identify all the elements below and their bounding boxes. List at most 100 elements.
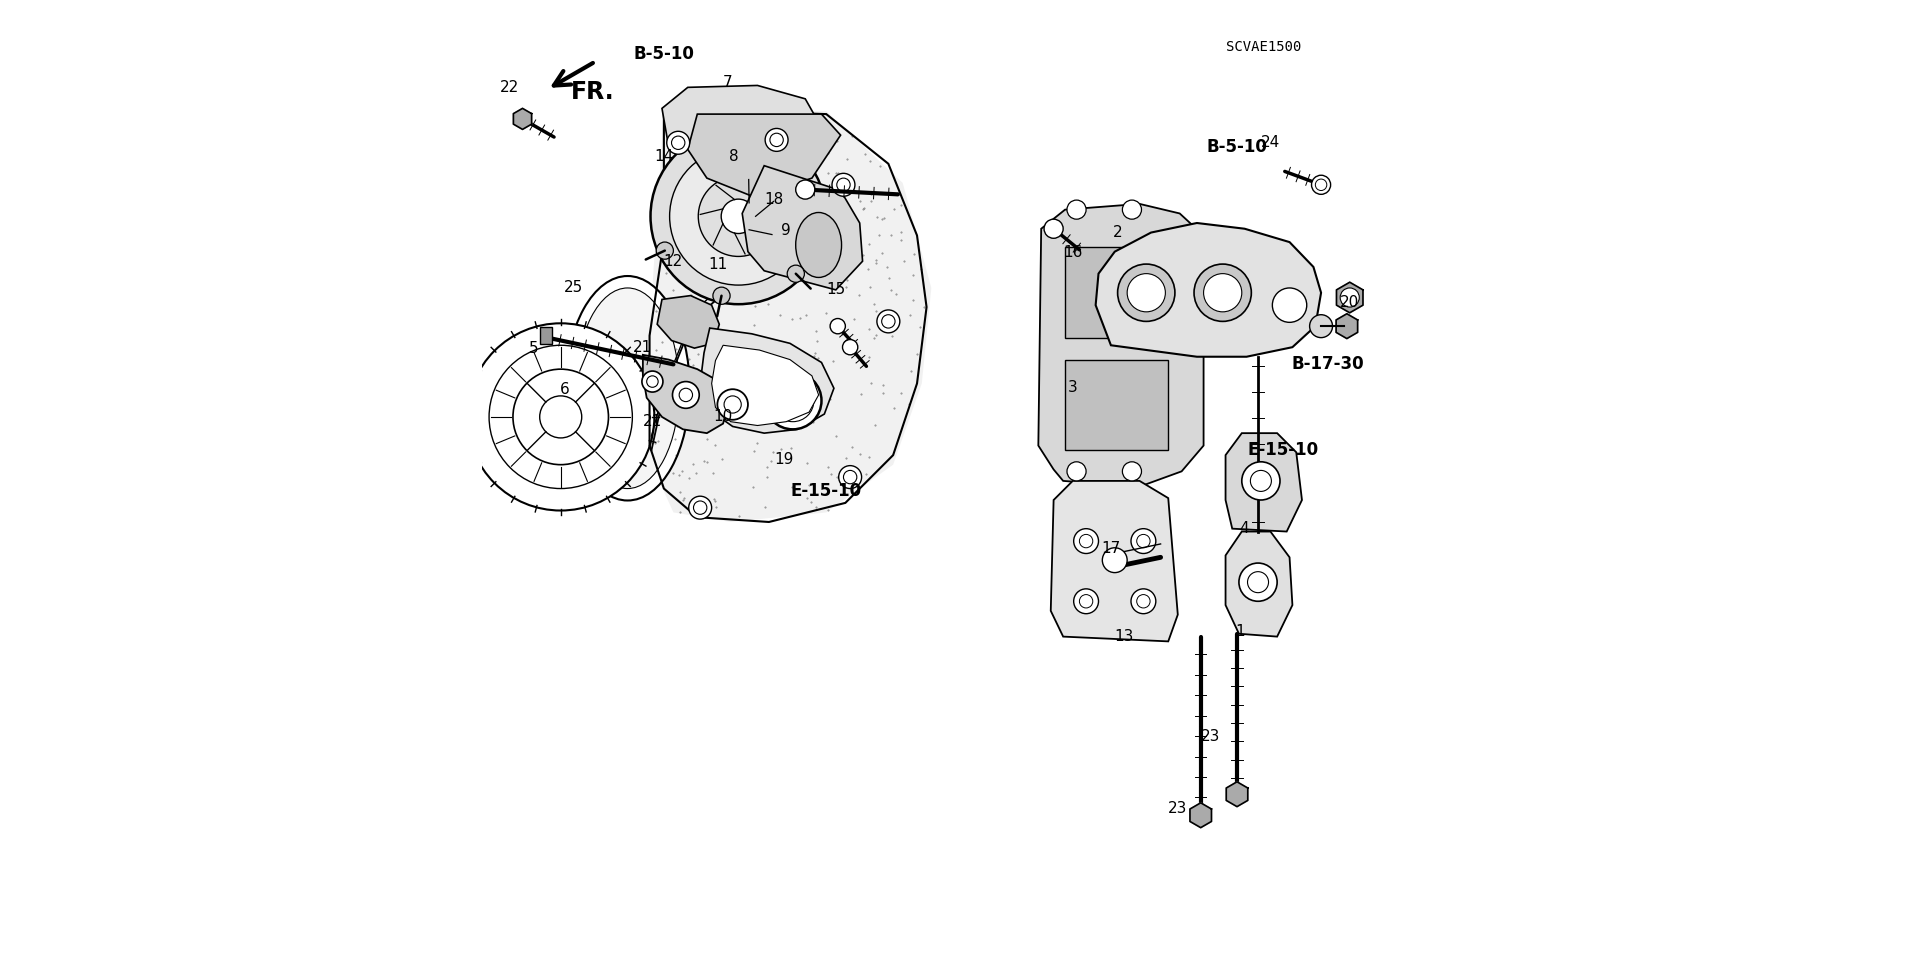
Circle shape: [1137, 535, 1150, 548]
Circle shape: [1079, 595, 1092, 608]
Text: 20: 20: [1340, 295, 1359, 309]
Circle shape: [666, 131, 689, 154]
Circle shape: [1340, 288, 1359, 308]
Circle shape: [1248, 572, 1269, 593]
Circle shape: [829, 318, 845, 333]
Circle shape: [693, 501, 707, 514]
Polygon shape: [701, 328, 833, 433]
Text: 17: 17: [1102, 541, 1121, 557]
Text: 24: 24: [1261, 135, 1281, 150]
Polygon shape: [1096, 223, 1321, 356]
Polygon shape: [1039, 204, 1204, 487]
Text: 23: 23: [1200, 729, 1219, 744]
Circle shape: [641, 371, 662, 392]
Circle shape: [1073, 589, 1098, 614]
Circle shape: [1068, 200, 1087, 219]
Circle shape: [672, 136, 685, 149]
Text: 25: 25: [563, 281, 584, 295]
Text: 21: 21: [643, 414, 662, 429]
Ellipse shape: [795, 213, 841, 278]
Text: 12: 12: [664, 254, 684, 268]
Bar: [540, 327, 553, 344]
Circle shape: [467, 323, 655, 511]
Polygon shape: [643, 354, 730, 433]
Circle shape: [837, 178, 851, 192]
Polygon shape: [513, 108, 532, 129]
Circle shape: [651, 128, 826, 305]
Circle shape: [1311, 175, 1331, 194]
Circle shape: [1127, 274, 1165, 312]
Circle shape: [831, 173, 854, 196]
Text: B-17-30: B-17-30: [1292, 355, 1363, 374]
Circle shape: [1117, 264, 1175, 321]
Text: 21: 21: [634, 340, 653, 354]
FancyArrowPatch shape: [553, 63, 593, 85]
Polygon shape: [1227, 782, 1248, 807]
Circle shape: [1044, 219, 1064, 239]
Circle shape: [513, 369, 609, 465]
Circle shape: [1309, 314, 1332, 337]
Circle shape: [1204, 274, 1242, 312]
Text: 19: 19: [774, 452, 795, 468]
Text: B-5-10: B-5-10: [634, 45, 695, 63]
Polygon shape: [1225, 532, 1292, 637]
Text: 3: 3: [1068, 379, 1077, 395]
Circle shape: [1073, 529, 1098, 554]
Text: E-15-10: E-15-10: [791, 483, 862, 500]
Text: 7: 7: [724, 75, 733, 90]
Text: B-5-10: B-5-10: [1206, 138, 1267, 155]
Circle shape: [540, 396, 582, 438]
Circle shape: [770, 133, 783, 147]
Ellipse shape: [576, 288, 680, 489]
Circle shape: [1131, 589, 1156, 614]
Text: 8: 8: [730, 148, 739, 164]
Text: 1: 1: [1235, 625, 1244, 639]
Polygon shape: [687, 114, 841, 197]
Circle shape: [699, 176, 778, 257]
Polygon shape: [743, 166, 862, 290]
Polygon shape: [1190, 803, 1212, 828]
Ellipse shape: [566, 276, 689, 500]
Circle shape: [766, 128, 787, 151]
Text: 14: 14: [655, 148, 674, 164]
Polygon shape: [1225, 433, 1302, 532]
Circle shape: [657, 242, 674, 260]
Text: 23: 23: [1167, 801, 1187, 816]
Text: SCVAE1500: SCVAE1500: [1227, 40, 1302, 55]
Circle shape: [1194, 264, 1252, 321]
Text: E-15-10: E-15-10: [1248, 442, 1319, 459]
Polygon shape: [662, 85, 822, 152]
Text: FR.: FR.: [572, 80, 614, 104]
Circle shape: [1079, 535, 1092, 548]
Circle shape: [680, 388, 693, 401]
Circle shape: [1242, 462, 1281, 500]
Text: 18: 18: [764, 192, 783, 207]
Circle shape: [490, 345, 632, 489]
Circle shape: [718, 389, 749, 420]
Circle shape: [1123, 200, 1142, 219]
Circle shape: [881, 314, 895, 328]
Circle shape: [764, 372, 822, 429]
Bar: [1066, 247, 1167, 337]
Circle shape: [689, 496, 712, 519]
Text: 6: 6: [559, 381, 570, 397]
Text: 22: 22: [499, 80, 518, 95]
Circle shape: [843, 339, 858, 354]
Polygon shape: [649, 111, 931, 522]
Circle shape: [1102, 548, 1127, 573]
Circle shape: [647, 376, 659, 387]
Circle shape: [722, 199, 756, 234]
Circle shape: [724, 396, 741, 413]
Text: 13: 13: [1116, 629, 1135, 644]
Circle shape: [843, 470, 856, 484]
Text: 11: 11: [708, 257, 728, 271]
Text: 4: 4: [1238, 521, 1248, 536]
Circle shape: [1315, 179, 1327, 191]
Polygon shape: [1050, 481, 1177, 642]
Polygon shape: [712, 345, 818, 425]
Polygon shape: [1336, 283, 1363, 313]
Text: 15: 15: [826, 283, 845, 297]
Text: 2: 2: [1114, 225, 1123, 240]
Circle shape: [772, 379, 814, 422]
Circle shape: [1123, 462, 1142, 481]
